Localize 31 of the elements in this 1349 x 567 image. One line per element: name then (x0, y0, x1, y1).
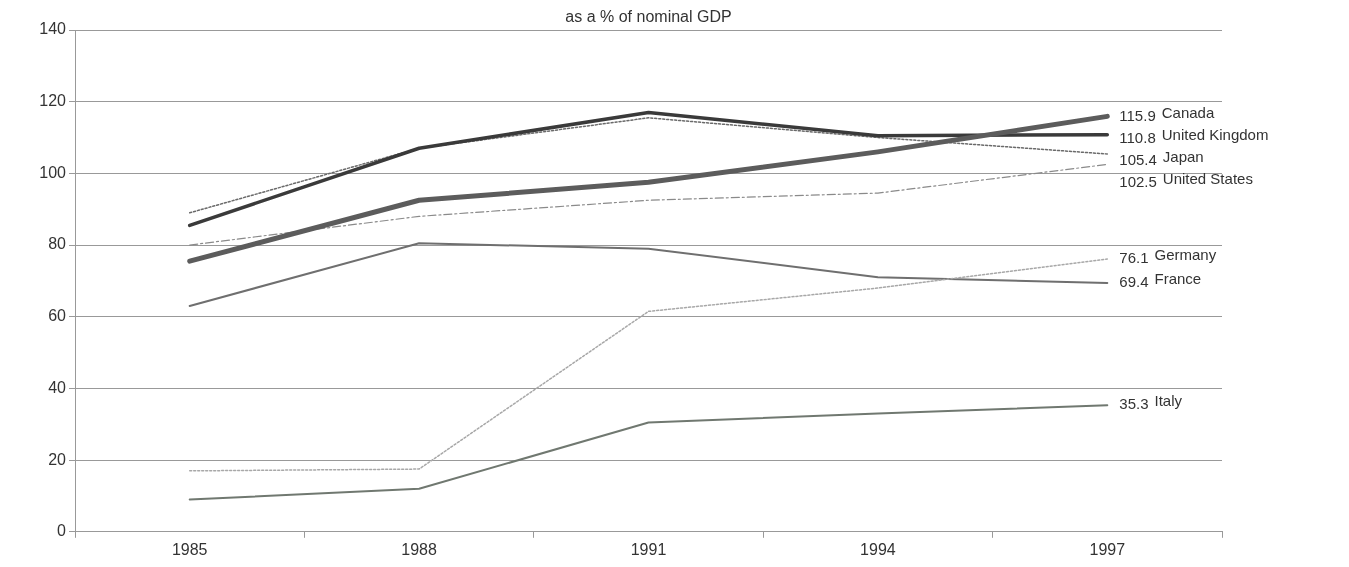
y-tick-label: 80 (48, 235, 67, 253)
data-label: 105.4 (1119, 150, 1157, 168)
y-tick-label: 120 (39, 92, 67, 110)
line-series (189, 163, 1108, 246)
chart-title: as a % of nominal GDP (565, 8, 732, 26)
text: United Kingdom (1161, 125, 1269, 143)
y-tick-label: 140 (39, 20, 67, 38)
y-tick-label: 40 (48, 378, 67, 396)
data-label: 115.9 (1119, 106, 1156, 124)
text: United States (1162, 169, 1253, 187)
y-tick-label: 0 (57, 522, 67, 540)
line-series (188, 258, 1109, 472)
y-tick-label: 60 (48, 307, 67, 325)
x-tick-label: 1988 (401, 540, 437, 558)
data-label: 69.4 (1119, 273, 1149, 291)
data-label: 110.8 (1119, 128, 1156, 146)
x-tick-label: 1985 (171, 540, 208, 558)
x-tick-label: 1997 (1089, 540, 1126, 558)
y-tick-label: 100 (39, 163, 67, 181)
text: Japan (1162, 147, 1204, 165)
data-label: 76.1 (1119, 249, 1149, 267)
y-tick-label: 20 (48, 450, 67, 468)
x-tick-label: 1994 (860, 540, 896, 558)
line-series (188, 117, 1109, 214)
x-tick-label: 1991 (630, 540, 667, 558)
data-label: 35.3 (1119, 395, 1149, 413)
text: Germany (1154, 246, 1217, 264)
data-label: 102.5 (1119, 172, 1157, 190)
text: Canada (1161, 103, 1215, 121)
text: France (1154, 270, 1202, 288)
text: Italy (1154, 392, 1183, 410)
